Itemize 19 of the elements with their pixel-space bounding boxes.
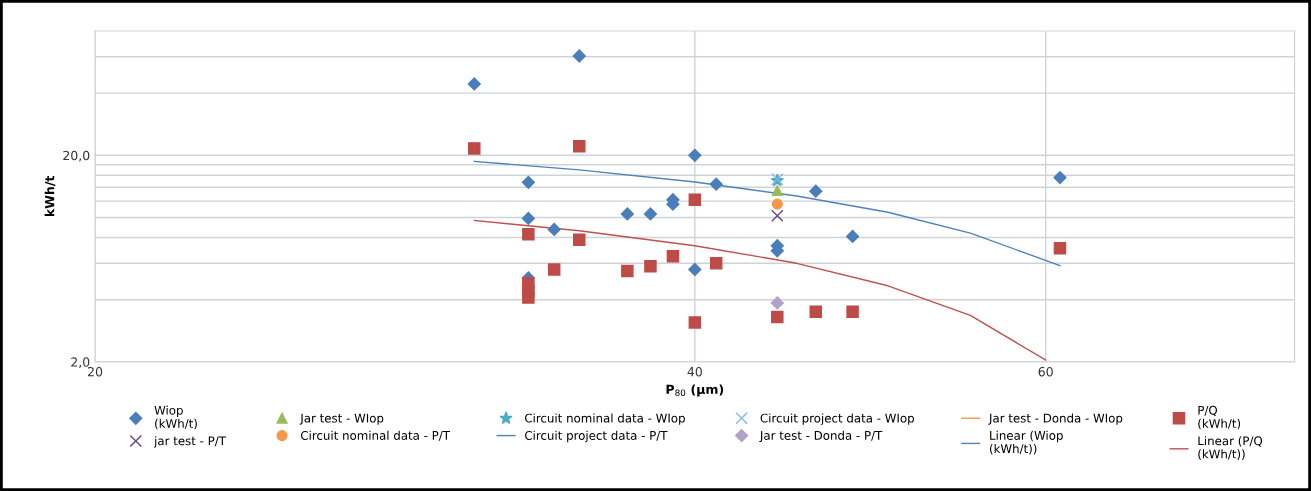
- x-axis-title: P$_{80}$ (µm): [666, 384, 724, 397]
- legend-label: Linear (Wiop (kWh/t)): [990, 430, 1063, 455]
- y-tick-label: 20,0: [63, 150, 90, 162]
- y-tick-label: 2,0: [71, 357, 90, 369]
- legend-label: jar test - P/T: [153, 436, 226, 448]
- legend-label: Circuit nominal data - WIop: [525, 413, 685, 425]
- legend-label: Jar test - Donda - P/T: [759, 430, 883, 443]
- x-tick-label: 40: [687, 366, 702, 377]
- legend-label: Jar test - Donda - WIop: [988, 413, 1123, 425]
- x-tick-label: 60: [1038, 366, 1053, 377]
- legend-label: Circuit project data - WIop: [760, 413, 914, 425]
- legend-label: Circuit nominal data - P/T: [300, 430, 451, 441]
- legend-label: Linear (P/Q (kWh/t)): [1198, 436, 1263, 460]
- x-tick-label: 20: [88, 366, 103, 377]
- legend-label: Jar test - WIop: [299, 413, 384, 425]
- legend-label: Wiop (kWh/t): [154, 405, 197, 430]
- legend-label: P/Q (kWh/t): [1198, 405, 1241, 430]
- y-axis-title: kWh/t: [44, 175, 56, 217]
- legend-label: Circuit project data - P/T: [525, 430, 668, 443]
